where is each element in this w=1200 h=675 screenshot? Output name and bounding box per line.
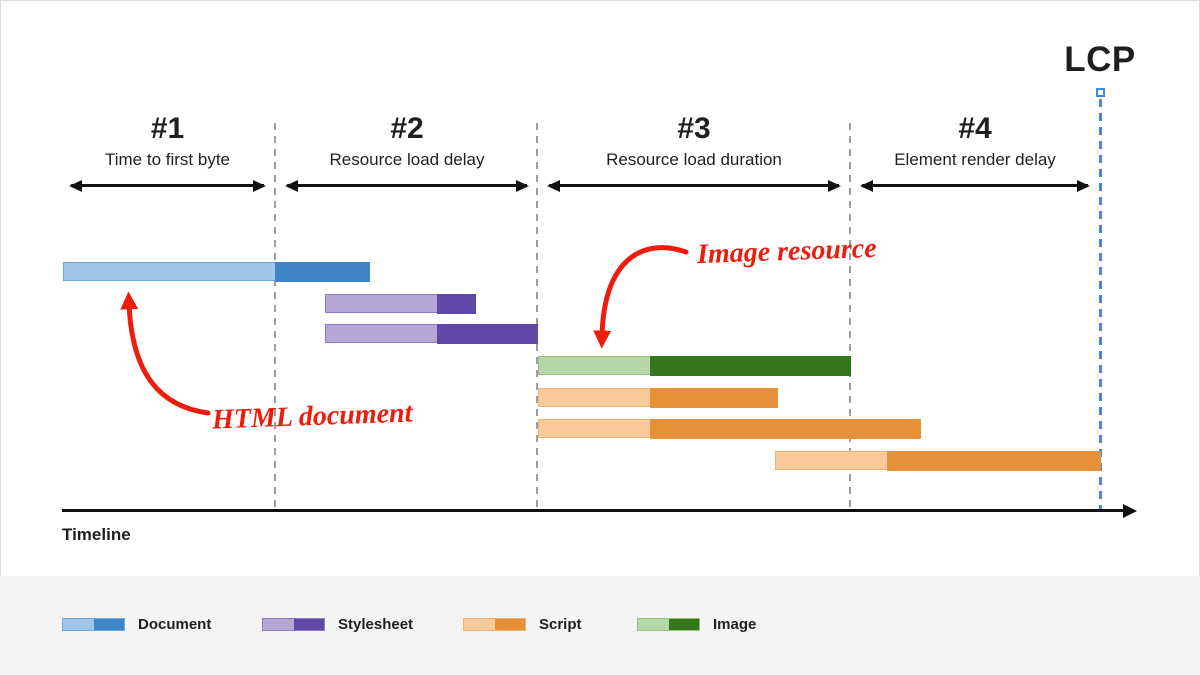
bar-script-5 (538, 387, 778, 408)
bar-segment-dark (436, 293, 476, 314)
arrow-to-image-bar (593, 245, 689, 349)
bar-segment-dark (274, 261, 370, 282)
legend-swatch-document (62, 617, 125, 631)
legend-swatch-light (464, 618, 495, 630)
legend-swatch-light (63, 618, 94, 630)
lcp-title: LCP (1064, 40, 1136, 79)
phase-header-1: #1 Time to first byte (65, 112, 270, 192)
phase-header-3: #3 Resource load duration (543, 112, 845, 192)
phase-number: #2 (390, 112, 424, 145)
phase-name: Time to first byte (104, 150, 230, 169)
phase-range-arrow (285, 179, 529, 192)
phase-separator-line-1 (274, 123, 276, 511)
bar-image-4 (538, 355, 851, 376)
annotation-html-document: HTML document (211, 397, 413, 436)
phase-range-arrow (69, 179, 266, 192)
legend-swatch-light (638, 618, 669, 630)
legend-swatch-dark (494, 618, 525, 630)
bar-segment-dark (649, 355, 851, 376)
legend-strip: Document Stylesheet Script Image (0, 576, 1200, 675)
bar-segment-dark (649, 387, 778, 408)
lcp-dashed-line (1098, 99, 1102, 511)
bar-segment-dark (436, 323, 538, 344)
legend-item-document: Document (62, 611, 211, 637)
bar-script-7 (775, 450, 1101, 471)
phase-number: #3 (677, 112, 711, 145)
phase-header-4: #4 Element render delay (856, 112, 1094, 192)
phase-range-arrow (860, 179, 1090, 192)
phase-name: Element render delay (894, 150, 1056, 169)
legend-swatch-image (637, 617, 700, 631)
phase-separator-line-2 (536, 123, 538, 511)
timeline-axis-arrow (62, 503, 1137, 518)
legend-swatch-stylesheet (262, 617, 325, 631)
bar-stylesheet-3 (325, 323, 538, 344)
phase-separator-line-3 (849, 123, 851, 511)
legend-swatch-dark (93, 618, 124, 630)
bar-document-1 (63, 261, 370, 282)
legend-label: Script (539, 615, 582, 633)
legend-label: Stylesheet (338, 615, 414, 633)
bar-stylesheet-2 (325, 293, 476, 314)
phase-range-arrow (547, 179, 841, 192)
legend-label: Image (713, 615, 757, 633)
legend-swatch-light (263, 618, 294, 630)
timeline-label: Timeline (62, 525, 131, 544)
bar-segment-dark (649, 418, 921, 439)
phase-number: #4 (958, 112, 992, 145)
bar-script-6 (538, 418, 921, 439)
phase-name: Resource load delay (329, 150, 485, 169)
legend-label: Document (138, 615, 212, 633)
arrow-to-document-bar (120, 291, 211, 416)
legend-item-stylesheet: Stylesheet (262, 611, 413, 637)
bar-segment-dark (886, 450, 1101, 471)
legend-swatch-script (463, 617, 526, 631)
phase-header-2: #2 Resource load delay (281, 112, 533, 192)
phase-number: #1 (150, 112, 185, 145)
legend-swatch-dark (668, 618, 699, 630)
legend-item-script: Script (463, 611, 582, 637)
legend-swatch-dark (293, 618, 324, 630)
lcp-marker-square (1095, 88, 1105, 97)
phase-name: Resource load duration (606, 150, 782, 169)
annotation-image-resource: Image resource (696, 232, 878, 271)
legend-item-image: Image (637, 611, 756, 637)
